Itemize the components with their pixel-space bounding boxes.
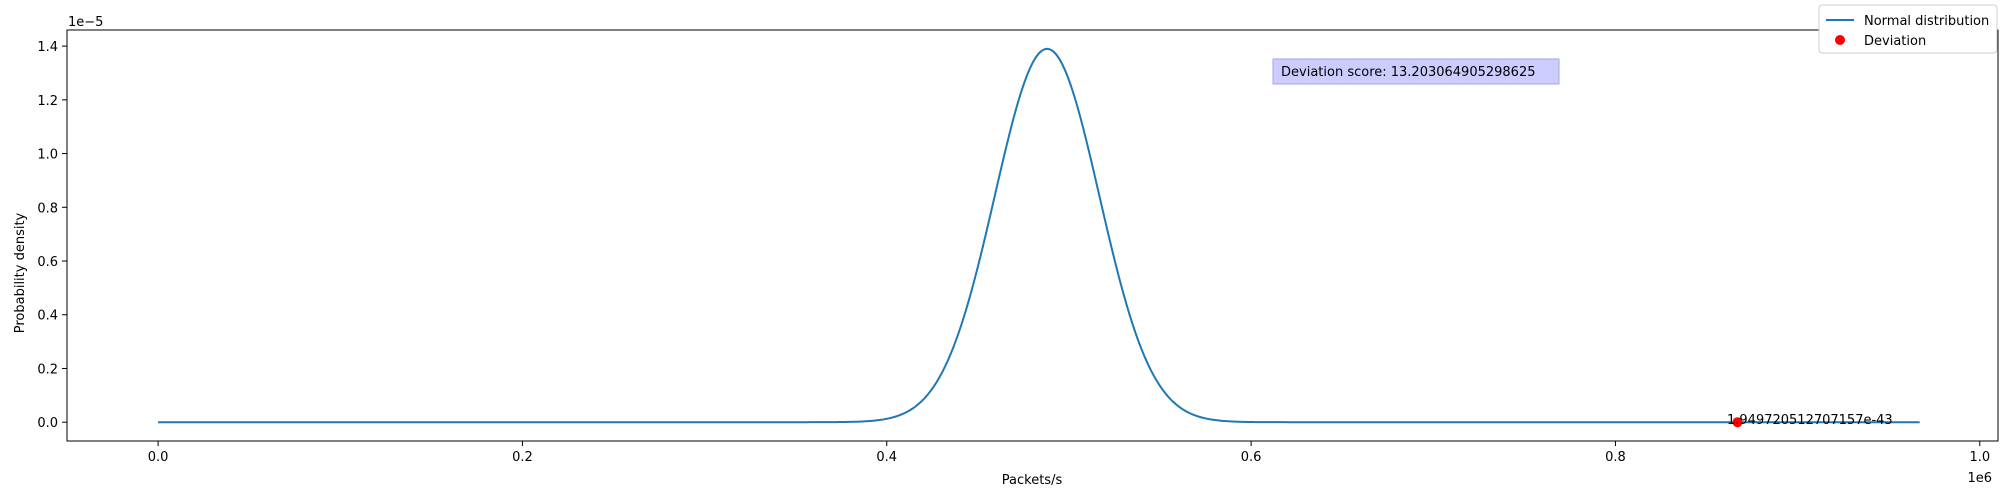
y-offset-label: 1e−5 (68, 15, 103, 30)
y-tick-label: 1.0 (37, 148, 58, 163)
y-tick-label: 0.4 (37, 309, 58, 324)
y-tick-label: 1.4 (37, 40, 58, 55)
legend-label-deviation: Deviation (1864, 34, 1926, 49)
legend: Normal distribution Deviation (1818, 4, 1998, 54)
x-tick-label: 0.2 (512, 450, 533, 465)
x-tick-label: 0.8 (1605, 450, 1626, 465)
legend-frame (1818, 4, 1998, 54)
x-tick-label: 0.0 (148, 450, 169, 465)
x-offset-label: 1e6 (1967, 471, 1992, 486)
series-line-normal-distribution (158, 47, 1920, 424)
legend-marker-swatch (1835, 35, 1845, 45)
y-tick-label: 0.8 (37, 201, 58, 216)
y-tick-label: 1.2 (37, 94, 58, 109)
plot-layer: 0.0 0.2 0.4 0.6 0.8 1.0 0.0 0.2 0.4 0.6 0.8 1.0 1.2 1… (37, 29, 1999, 465)
legend-label-normal-distribution: Normal distribution (1864, 14, 1989, 29)
deviation-point-label: 1.949720512707157e-43 (1727, 413, 1893, 428)
deviation-point (1732, 417, 1743, 428)
y-tick-label: 0.0 (37, 416, 58, 431)
y-axis-title: Probability density (13, 212, 28, 333)
x-tick-label: 0.6 (1241, 450, 1262, 465)
y-tick-label: 0.2 (37, 362, 58, 377)
x-axis-title: Packets/s (1002, 473, 1063, 488)
deviation-score-box-background (1272, 58, 1560, 85)
y-tick-label: 0.6 (37, 255, 58, 270)
x-tick-label: 1.0 (1969, 450, 1990, 465)
plot-frame (66, 29, 1999, 442)
x-tick-label: 0.4 (876, 450, 897, 465)
deviation-score-text: Deviation score: 13.203064905298625 (1281, 65, 1536, 80)
deviation-score-box: Deviation score: 13.203064905298625 (1272, 58, 1560, 85)
